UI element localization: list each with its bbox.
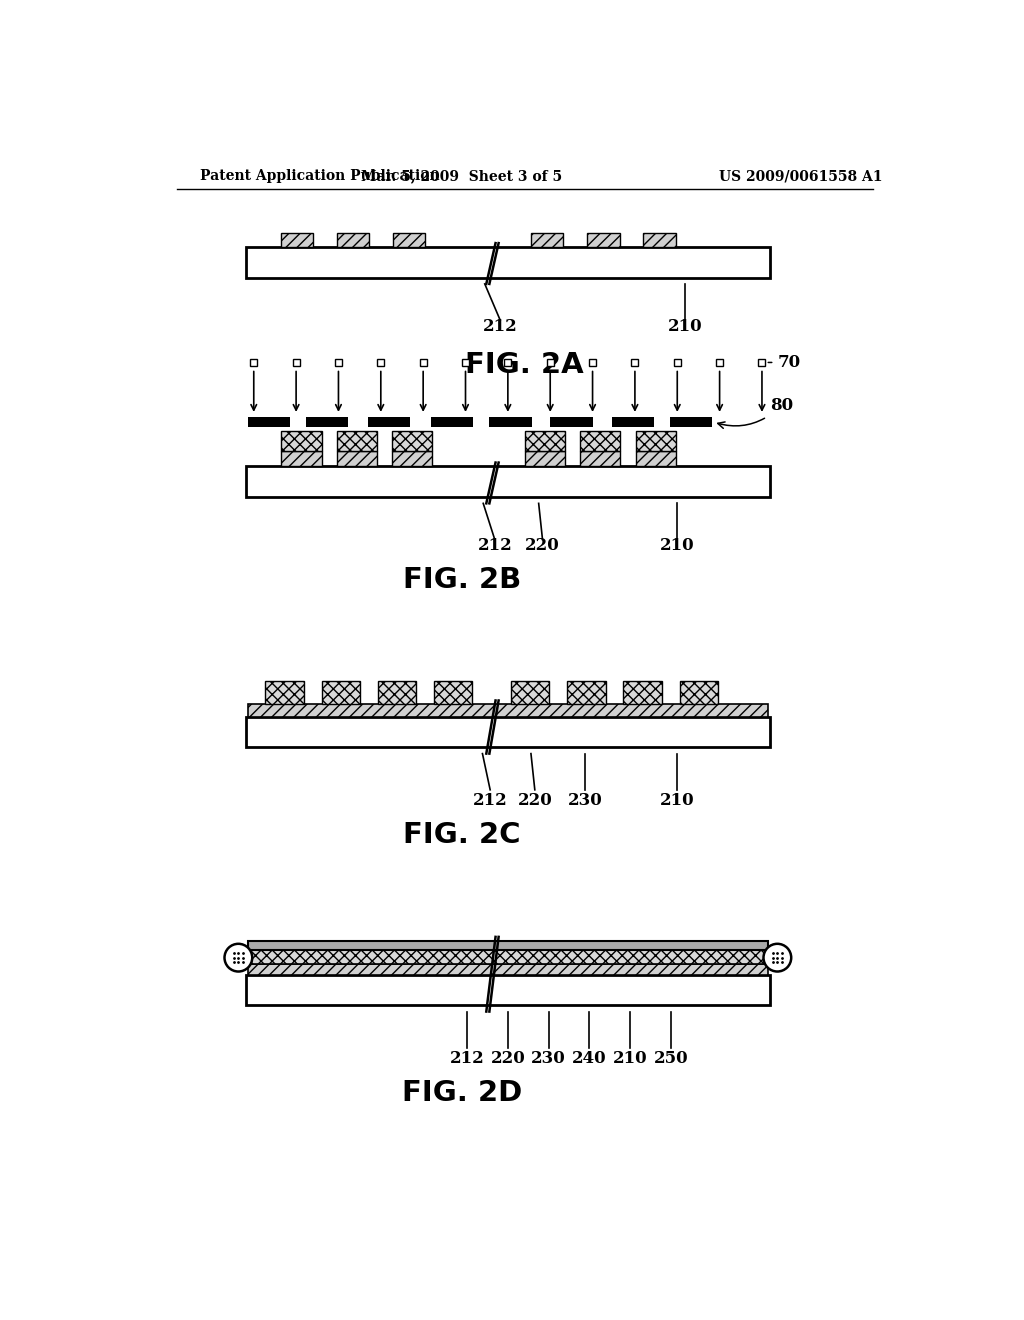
Text: 70: 70 [768,354,801,371]
Bar [434,681,472,705]
Bar [547,359,554,367]
Bar [524,451,565,466]
Bar [293,359,300,367]
Bar [550,417,593,428]
Bar [581,430,621,451]
Text: 212: 212 [473,792,508,809]
Text: US 2009/0061558 A1: US 2009/0061558 A1 [719,169,883,183]
Bar [248,964,768,974]
Bar [368,417,410,428]
Bar [624,681,662,705]
Text: FIG. 2B: FIG. 2B [402,566,521,594]
Text: 210: 210 [659,792,694,809]
Bar [505,359,511,367]
Bar [587,234,620,247]
Bar [282,451,322,466]
Bar [716,359,723,367]
Bar [431,417,473,428]
Bar [392,451,432,466]
Text: 212: 212 [482,318,517,335]
Bar [611,417,654,428]
Bar [265,681,304,705]
Text: 210: 210 [668,318,702,335]
Text: 210: 210 [659,537,694,554]
Bar [462,359,469,367]
Text: 80: 80 [718,397,793,429]
Bar [337,430,377,451]
Bar [674,359,681,367]
Bar [248,417,290,428]
Bar [643,234,676,247]
Text: 250: 250 [653,1051,688,1067]
Bar [392,430,432,451]
Bar [759,359,765,367]
Bar [246,717,770,747]
Bar [489,417,531,428]
Bar [636,451,676,466]
Bar [378,359,384,367]
Bar [337,451,377,466]
Bar [567,681,605,705]
Bar [378,681,416,705]
Bar [306,417,348,428]
Text: 220: 220 [490,1051,525,1067]
Bar [632,359,638,367]
Text: FIG. 2D: FIG. 2D [401,1078,522,1106]
Bar [248,950,768,964]
Bar [589,359,596,367]
Bar [335,359,342,367]
Circle shape [224,944,252,972]
Text: 230: 230 [567,792,602,809]
Bar [248,941,768,950]
Bar [420,359,427,367]
Bar [511,681,550,705]
Bar [581,451,621,466]
Text: FIG. 2C: FIG. 2C [402,821,520,849]
Circle shape [764,944,792,972]
Bar [250,359,257,367]
Bar [337,234,370,247]
Text: 230: 230 [531,1051,566,1067]
Bar [531,234,563,247]
Bar [680,681,718,705]
Bar [248,705,768,717]
Text: Patent Application Publication: Patent Application Publication [200,169,439,183]
Text: Mar. 5, 2009  Sheet 3 of 5: Mar. 5, 2009 Sheet 3 of 5 [361,169,562,183]
Bar [393,234,425,247]
Bar [281,234,313,247]
Text: 210: 210 [613,1051,647,1067]
Bar [282,430,322,451]
Bar [246,466,770,498]
Bar [322,681,360,705]
Bar [246,247,770,277]
Bar [246,974,770,1006]
Text: 212: 212 [450,1051,484,1067]
Text: 240: 240 [572,1051,607,1067]
Bar [670,417,712,428]
Text: 220: 220 [525,537,560,554]
Bar [524,430,565,451]
Text: 220: 220 [517,792,552,809]
Text: FIG. 2A: FIG. 2A [466,351,584,379]
Text: 212: 212 [477,537,512,554]
Bar [636,430,676,451]
